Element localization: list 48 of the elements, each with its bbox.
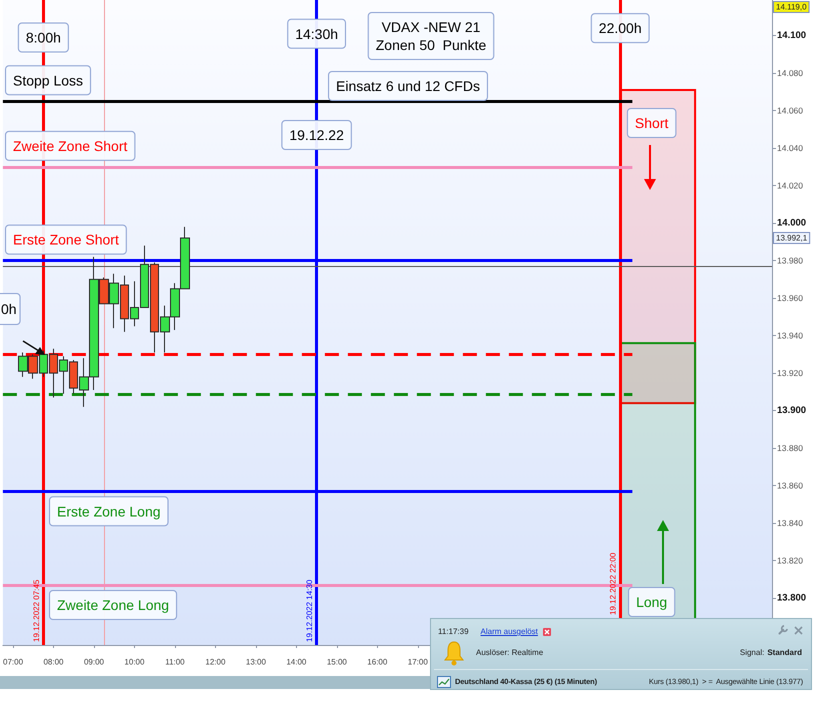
x-tick-label: 11:00: [165, 658, 186, 666]
ref-line-label: Zweite Zone Long: [57, 597, 170, 613]
y-tick-label: 13.860: [777, 480, 804, 491]
annotation: Alarm ausgelöst: [480, 627, 538, 637]
ref-line-label: 19.12.2022 14:30: [305, 579, 314, 642]
y-tick-label: 13.960: [777, 293, 804, 304]
x-tick-label: 10:00: [124, 658, 146, 666]
x-tick-label: 14:00: [286, 658, 307, 666]
x-tick-label: 12:00: [205, 658, 226, 666]
x-tick-label: 07:00: [2, 658, 24, 666]
y-tick-label: 14.040: [777, 143, 804, 154]
ref-line-label: 19.12.2022 22:00: [608, 552, 618, 615]
y-tick-label: 14.020: [777, 180, 804, 191]
x-tick-label: 09:00: [84, 658, 105, 666]
y-tick-label: 13.980: [777, 256, 804, 266]
text: 13.992,1: [776, 233, 808, 242]
y-tick-label: 13.820: [777, 556, 804, 566]
band-label: Long: [636, 594, 668, 610]
x-tick-label: 16:00: [367, 658, 388, 666]
y-tick-label: 14.100: [777, 30, 806, 42]
ref-line-label: Zweite Zone Short: [13, 138, 128, 154]
ref-line-label: Erste Zone Short: [13, 232, 119, 248]
y-tick-label: 13.940: [777, 330, 804, 341]
y-tick-label: 13.800: [777, 592, 806, 604]
x-tick-label: 17:00: [408, 658, 428, 666]
y-tick-label: 13.840: [777, 518, 804, 528]
y-tick-label: 13.900: [777, 405, 806, 416]
y-tick-label: 13.920: [777, 368, 804, 378]
y-tick-label: 14.060: [777, 106, 804, 116]
x-tick-label: 15:00: [326, 658, 348, 666]
y-tick-label: 14.080: [777, 68, 804, 78]
ref-line-label: 19.12.2022 07:45: [32, 579, 41, 642]
y-tick-label: 14.000: [777, 218, 806, 229]
x-tick-label: 13:00: [246, 658, 266, 666]
annotation: 8:00h: [26, 30, 61, 46]
annotation: 0h: [1, 301, 17, 317]
text: 14.119,0: [776, 2, 808, 12]
annotation: 11:17:39: [438, 627, 469, 637]
annotation: 14:30h: [295, 26, 338, 42]
annotation: VDAX -NEW 21 Zonen 50 Punkte: [376, 19, 486, 53]
annotation: Einsatz 6 und 12 CFDs: [336, 78, 480, 94]
annotation: 19.12.22: [289, 127, 344, 143]
x-tick-label: 08:00: [43, 658, 64, 666]
band-label: Short: [634, 115, 668, 131]
y-tick-label: 13.880: [777, 443, 804, 454]
annotation: 22.00h: [598, 20, 642, 36]
ref-line-label: Erste Zone Long: [57, 503, 161, 520]
ref-line-label: Stopp Loss: [13, 72, 84, 88]
